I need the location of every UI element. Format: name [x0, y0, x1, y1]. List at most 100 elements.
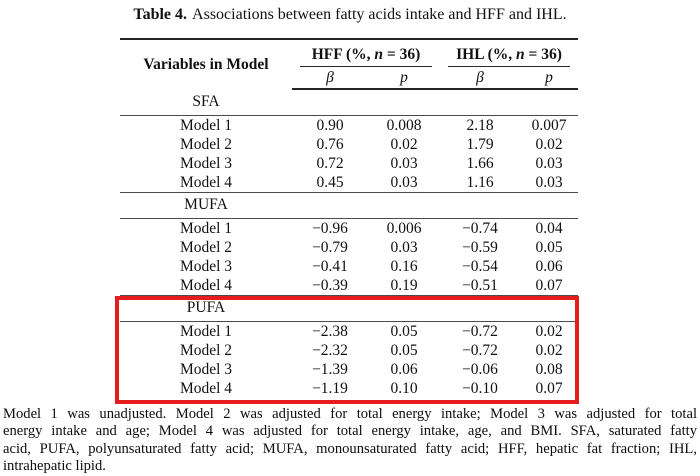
- ihl-p-value: 0.02: [535, 322, 563, 340]
- section-row-sfa: SFA: [120, 89, 579, 116]
- ihl-p-header: p: [520, 67, 579, 90]
- hff-p-value: 0.16: [390, 257, 418, 275]
- ihl-beta-value: 1.79: [466, 135, 494, 153]
- ihl-p-value: 0.02: [535, 135, 563, 153]
- section-label: SFA: [120, 89, 292, 116]
- ihl-p-value: 0.07: [535, 276, 563, 294]
- ihl-beta-value: 2.18: [466, 116, 494, 134]
- table-row: Model 3 0.72 0.03 1.66 0.03: [120, 154, 578, 173]
- table-row: Model 2 −2.32 0.05 −0.72 0.02: [120, 341, 578, 360]
- ihl-p-value: 0.08: [535, 360, 563, 378]
- ihl-group-label: IHL (%, n = 36): [448, 43, 571, 67]
- section-row-spacer: [440, 191, 520, 219]
- table-row: Model 4 −1.19 0.10 −0.10 0.07: [120, 379, 578, 398]
- ihl-beta-value: −0.10: [462, 379, 498, 397]
- ihl-p-value: 0.05: [535, 238, 563, 256]
- ihl-group-header: IHL (%, n = 36): [440, 39, 578, 67]
- hff-group-label: HFF (%, n = 36): [300, 43, 432, 67]
- section-row-spacer: [368, 89, 440, 116]
- section-row-spacer: [520, 191, 579, 219]
- model-label: Model 3: [179, 360, 233, 378]
- ihl-beta-value: 1.16: [466, 173, 494, 191]
- ihl-beta-value: −0.59: [462, 238, 498, 256]
- section-row-spacer: [368, 294, 440, 322]
- hff-beta-value: −0.41: [312, 257, 348, 275]
- hff-beta-value: 0.72: [316, 154, 344, 172]
- ihl-p-value: 0.007: [531, 116, 567, 134]
- table-row: Model 3 −0.41 0.16 −0.54 0.06: [120, 257, 578, 276]
- ihl-label-pre: IHL (%,: [456, 46, 516, 63]
- ihl-beta-value: −0.74: [462, 219, 498, 237]
- model-label: Model 1: [179, 116, 233, 134]
- model-label: Model 1: [179, 219, 233, 237]
- section-row-spacer: [292, 294, 368, 322]
- hff-label-n: n: [374, 46, 384, 63]
- table-row: Model 1 0.90 0.008 2.18 0.007: [120, 115, 578, 135]
- hff-p-value: 0.008: [386, 116, 422, 134]
- footnote-line: intrahepatic lipid.: [3, 457, 106, 474]
- table-row: Model 3 −1.39 0.06 −0.06 0.08: [120, 360, 578, 379]
- ihl-p-value: 0.04: [535, 219, 563, 237]
- hff-beta-value: −0.79: [312, 238, 348, 256]
- table-caption: Table 4. Associations between fatty acids…: [0, 5, 700, 25]
- ihl-beta-value: 1.66: [466, 154, 494, 172]
- hff-p-value: 0.03: [390, 173, 418, 191]
- section-row-spacer: [520, 89, 579, 116]
- table-row: Model 1 −2.38 0.05 −0.72 0.02: [120, 321, 578, 341]
- hff-p-value: 0.03: [390, 154, 418, 172]
- beta-symbol: β: [476, 68, 484, 86]
- ihl-p-value: 0.07: [535, 379, 563, 397]
- table-caption-number: Table 4.: [133, 6, 188, 23]
- ihl-p-value: 0.06: [535, 257, 563, 275]
- section-row-spacer: [292, 191, 368, 219]
- model-label: Model 1: [179, 322, 233, 340]
- hff-p-value: 0.03: [390, 238, 418, 256]
- model-label: Model 3: [179, 154, 233, 172]
- ihl-beta-value: −0.72: [462, 322, 498, 340]
- table-row: Model 4 0.45 0.03 1.16 0.03: [120, 173, 578, 193]
- footnote-line: energy intake and age; Model 4 was adjus…: [3, 423, 697, 440]
- hff-beta-value: −2.32: [312, 341, 348, 359]
- group-header-row: Variables in Model HFF (%, n = 36) IHL (…: [120, 39, 578, 73]
- section-label: PUFA: [120, 294, 292, 322]
- table-row: Model 4 −0.39 0.19 −0.51 0.07: [120, 276, 578, 296]
- model-label: Model 4: [179, 173, 233, 191]
- model-label: Model 4: [179, 379, 233, 397]
- associations-table: Variables in Model HFF (%, n = 36) IHL (…: [120, 38, 579, 398]
- hff-group-header: HFF (%, n = 36): [292, 39, 440, 67]
- ihl-p-value: 0.03: [535, 173, 563, 191]
- hff-beta-value: −1.19: [312, 379, 348, 397]
- variables-in-model-header: Variables in Model: [143, 55, 269, 73]
- ihl-p-value: 0.03: [535, 154, 563, 172]
- p-symbol: p: [545, 68, 553, 86]
- hff-beta-value: −0.39: [312, 276, 348, 294]
- hff-p-value: 0.02: [390, 135, 418, 153]
- model-label: Model 2: [179, 238, 233, 256]
- subheader-row: β p β p: [120, 67, 579, 90]
- hff-p-value: 0.19: [390, 276, 418, 294]
- hff-beta-value: −1.39: [312, 360, 348, 378]
- footnote-line: acid, PUFA, polyunsaturated fatty acid; …: [3, 440, 697, 457]
- table-row: Model 2 −0.79 0.03 −0.59 0.05: [120, 238, 578, 257]
- p-symbol: p: [400, 68, 408, 86]
- hff-p-value: 0.05: [390, 322, 418, 340]
- ihl-p-value: 0.02: [535, 341, 563, 359]
- section-row-spacer: [440, 294, 520, 322]
- hff-label-pre: HFF (%,: [311, 46, 375, 63]
- ihl-beta-value: −0.54: [462, 257, 498, 275]
- ihl-beta-header: β: [440, 67, 520, 90]
- table-caption-text: Associations between fatty acids intake …: [192, 6, 567, 23]
- hff-label-post: = 36): [383, 46, 421, 63]
- table-row: Model 1 −0.96 0.006 −0.74 0.04: [120, 218, 578, 238]
- ihl-label-n: n: [516, 46, 525, 63]
- table-footnote: Model 1 was unadjusted. Model 2 was adju…: [3, 406, 697, 475]
- table-row: Model 2 0.76 0.02 1.79 0.02: [120, 135, 578, 154]
- section-row-mufa: MUFA: [120, 191, 579, 219]
- hff-p-header: p: [368, 67, 440, 90]
- ihl-beta-value: −0.06: [462, 360, 498, 378]
- model-label: Model 2: [179, 135, 233, 153]
- hff-p-value: 0.006: [386, 219, 422, 237]
- section-row-spacer: [368, 191, 440, 219]
- section-label: MUFA: [120, 191, 292, 219]
